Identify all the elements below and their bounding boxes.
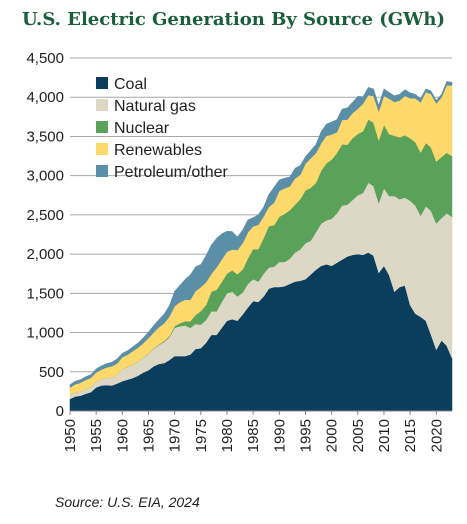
legend: Coal Natural gas Nuclear Renewables Petroleu… (96, 76, 229, 181)
y-tick-label: 2,500 (26, 207, 64, 224)
y-tick-label: 3,000 (26, 168, 64, 185)
legend-swatch (96, 99, 108, 111)
y-tick-label: 1,000 (26, 325, 64, 342)
y-tick-label: 4,000 (26, 89, 64, 106)
source-note: Source: U.S. EIA, 2024 (55, 494, 200, 510)
x-tick-label: 1960 (114, 419, 131, 452)
legend-swatch (96, 77, 108, 89)
x-tick-label: 1965 (140, 419, 157, 452)
legend-swatch (96, 143, 108, 155)
y-tick-label: 500 (39, 364, 64, 381)
y-tick-label: 1,500 (26, 285, 64, 302)
area-petroleum-other (69, 81, 453, 388)
legend-label: Nuclear (114, 120, 170, 137)
x-tick-label: 1970 (167, 419, 184, 452)
y-tick-label: 2,000 (26, 246, 64, 263)
y-tick-label: 4,500 (26, 50, 64, 67)
x-tick-label: 1955 (88, 419, 105, 452)
legend-swatch (96, 121, 108, 133)
x-tick-label: 1980 (219, 419, 236, 452)
axes: 0 500 1,000 1,500 2,000 2,500 3,000 3,500 4,000 4… (26, 50, 452, 452)
x-tick-label: 2010 (376, 419, 393, 452)
x-tick-label: 2000 (324, 419, 341, 452)
x-tick-label: 2015 (402, 419, 419, 452)
x-tick-label: 2020 (428, 419, 445, 452)
legend-label: Renewables (114, 142, 202, 159)
x-tick-label: 1990 (271, 419, 288, 452)
y-tick-label: 0 (56, 403, 64, 420)
x-tick-label: 1985 (245, 419, 262, 452)
x-tick-label: 1975 (193, 419, 210, 452)
x-tick-label: 2005 (350, 419, 367, 452)
legend-label: Petroleum/other (114, 164, 229, 181)
y-tick-label: 3,500 (26, 128, 64, 145)
x-tick-label: 1995 (297, 419, 314, 452)
legend-swatch (96, 165, 108, 177)
legend-label: Natural gas (114, 98, 196, 115)
chart-title: U.S. Electric Generation By Source (GWh) (22, 9, 445, 30)
x-tick-label: 1950 (62, 419, 79, 452)
legend-label: Coal (114, 76, 147, 93)
